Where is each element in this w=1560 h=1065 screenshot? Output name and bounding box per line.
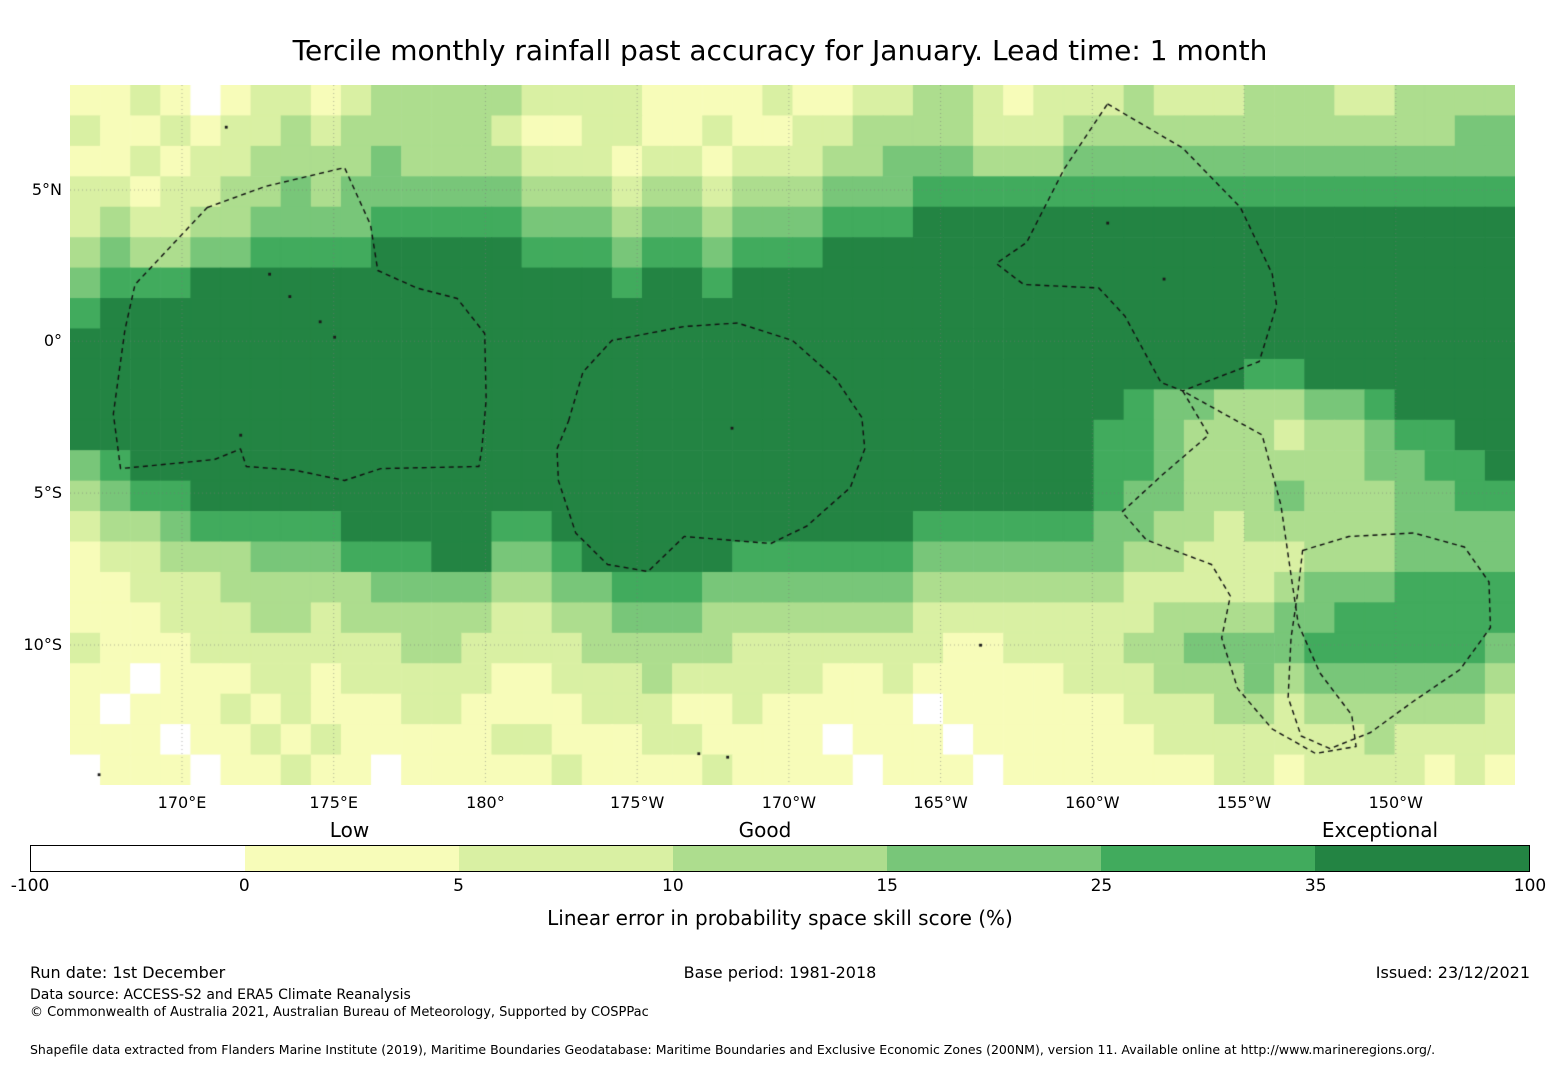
x-tick-label: 150°W — [1368, 793, 1423, 812]
x-tick-label: 160°W — [1065, 793, 1120, 812]
colorbar-segment — [1315, 846, 1529, 871]
colorbar-word-label: Low — [329, 818, 370, 842]
colorbar-tick-label: 15 — [876, 876, 898, 896]
y-tick-label: 0° — [43, 331, 62, 351]
colorbar-tick-label: 5 — [453, 876, 464, 896]
colorbar-tick-label: 10 — [662, 876, 684, 896]
colorbar-segment — [1101, 846, 1315, 871]
x-tick-label: 175°E — [309, 793, 359, 812]
colorbar-tick-label: 100 — [1513, 876, 1547, 896]
colorbar-segment — [459, 846, 673, 871]
colorbar-axis-label: Linear error in probability space skill … — [547, 906, 1013, 930]
colorbar-segment — [245, 846, 459, 871]
colorbar-tick-label: 25 — [1090, 876, 1113, 896]
colorbar-tick-label: 35 — [1304, 876, 1327, 896]
pacific-skill-map — [70, 85, 1515, 785]
data-source-text: Data source: ACCESS-S2 and ERA5 Climate … — [30, 987, 411, 1003]
colorbar-tick-label: 0 — [238, 876, 250, 896]
issued-date-text: Issued: 23/12/2021 — [1375, 963, 1530, 982]
x-tick-label: 165°W — [913, 793, 968, 812]
chart-title: Tercile monthly rainfall past accuracy f… — [292, 34, 1268, 67]
x-tick-label: 155°W — [1216, 793, 1272, 812]
colorbar-segment — [887, 846, 1101, 871]
colorbar-word-label: Good — [738, 818, 792, 842]
colorbar-word-label: Exceptional — [1321, 818, 1439, 842]
shapefile-note-text: Shapefile data extracted from Flanders M… — [30, 1042, 1436, 1057]
y-tick-label: 10°S — [23, 635, 62, 654]
base-period-text: Base period: 1981-2018 — [683, 963, 877, 982]
colorbar — [30, 845, 1530, 872]
colorbar-tick-label: -100 — [10, 876, 50, 896]
y-tick-label: 5°N — [31, 180, 62, 199]
y-tick-label: 5°S — [33, 483, 62, 503]
colorbar-segment — [31, 846, 245, 871]
x-tick-label: 170°W — [761, 793, 817, 812]
colorbar-segment — [673, 846, 887, 871]
x-tick-label: 175°W — [609, 793, 665, 812]
copyright-text: © Commonwealth of Australia 2021, Austra… — [30, 1005, 649, 1020]
x-tick-label: 180° — [466, 793, 505, 812]
run-date-text: Run date: 1st December — [30, 963, 226, 982]
x-tick-label: 170°E — [157, 793, 207, 812]
